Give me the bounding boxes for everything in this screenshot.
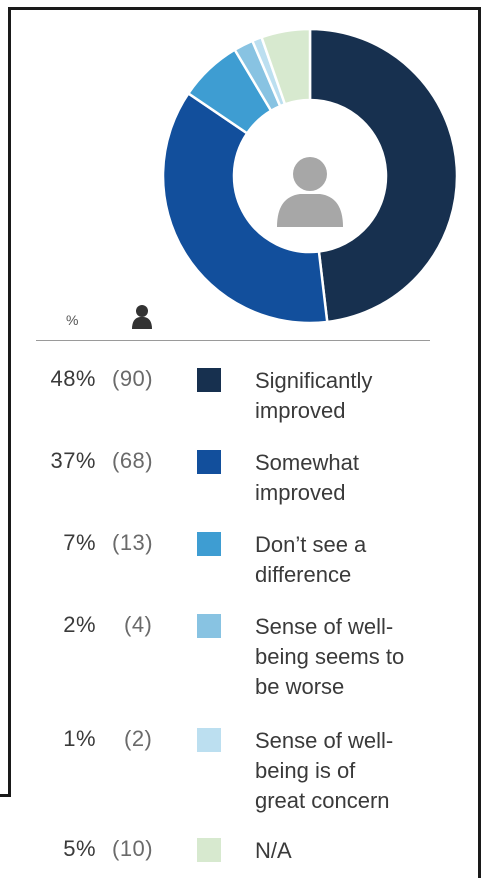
legend-count: (13) <box>112 530 154 555</box>
donut-slice-0 <box>308 27 459 324</box>
legend-header: % <box>36 302 426 342</box>
legend-label: Sense of well- being is of great concern <box>255 728 394 813</box>
legend-swatch <box>197 450 221 474</box>
legend-count: (2) <box>124 726 153 751</box>
legend-label: Significantly improved <box>255 368 373 423</box>
donut-slices <box>161 27 459 325</box>
frame-border-top <box>8 7 481 10</box>
frame-border-left <box>8 7 11 795</box>
legend-label: Don’t see a difference <box>255 532 367 587</box>
percent-column-header: % <box>66 312 79 328</box>
legend-swatch <box>197 614 221 638</box>
legend-label: Sense of well- being seems to be worse <box>255 614 405 699</box>
legend-label: N/A <box>255 838 292 863</box>
legend-swatch <box>197 368 221 392</box>
legend-divider <box>36 340 430 341</box>
legend-count: (10) <box>112 836 154 861</box>
legend-count: (90) <box>112 366 154 391</box>
donut-slice-5 <box>259 27 312 106</box>
center-person-icon <box>277 157 343 227</box>
legend-label: Somewhat improved <box>255 450 359 505</box>
legend-percent: 1% <box>63 726 96 751</box>
legend-percent: 7% <box>63 530 96 555</box>
legend-count: (4) <box>124 612 153 637</box>
legend-swatch <box>197 728 221 752</box>
frame-border-bottom <box>0 794 11 797</box>
frame-border-right <box>478 7 481 878</box>
legend-swatch <box>197 838 221 862</box>
donut-slice-1 <box>161 91 329 325</box>
legend-count: (68) <box>112 448 154 473</box>
legend-percent: 5% <box>63 836 96 861</box>
legend-percent: 37% <box>50 448 96 473</box>
person-icon <box>132 305 152 329</box>
legend-percent: 48% <box>50 366 96 391</box>
legend-swatch <box>197 532 221 556</box>
legend-percent: 2% <box>63 612 96 637</box>
donut-chart <box>161 27 459 325</box>
